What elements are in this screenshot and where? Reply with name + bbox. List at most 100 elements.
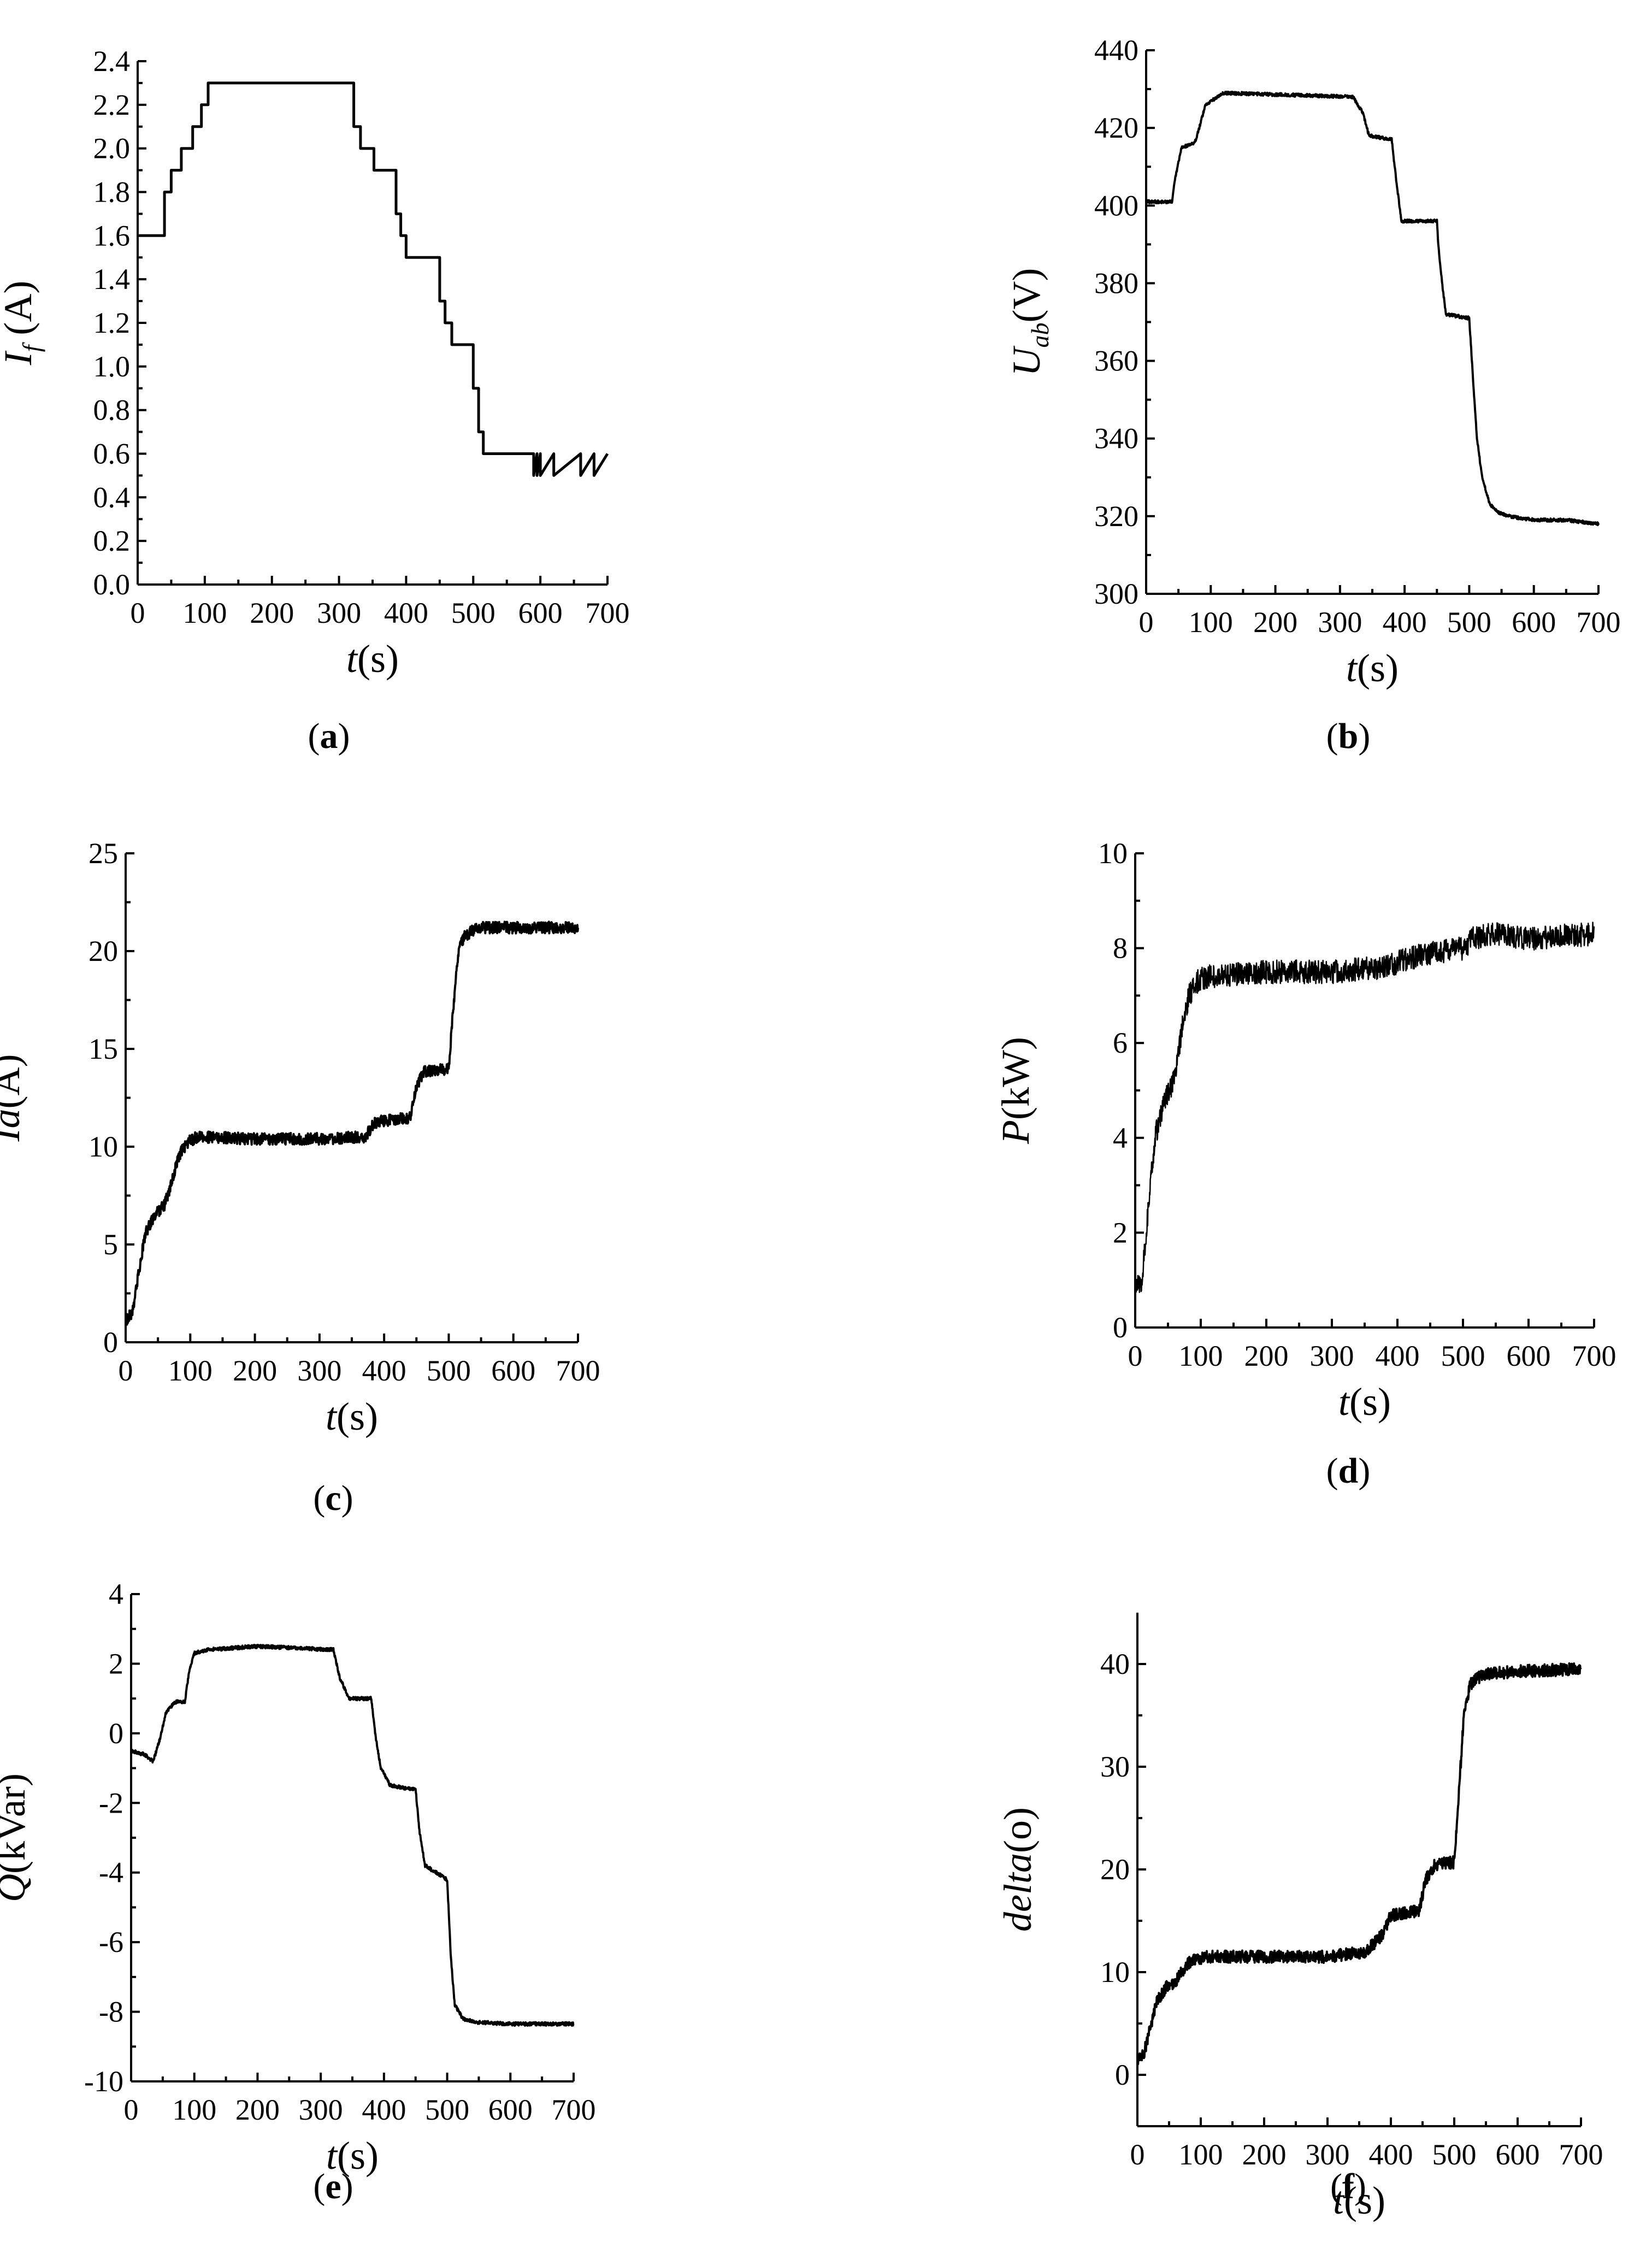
x-tick-label: 700 [1577,606,1621,639]
x-tick-label: 100 [182,597,227,629]
caption-c-letter: c [325,1478,341,1518]
x-tick-label: 100 [172,2093,216,2126]
x-axis-label: t(s) [1338,1380,1391,1424]
y-tick-label: 440 [1094,34,1138,67]
x-tick-label: 0 [131,597,145,629]
x-tick-label: 700 [1559,2138,1603,2171]
y-tick-label: 380 [1094,267,1138,299]
y-tick-label: 15 [88,1032,118,1065]
x-tick-label: 0 [1128,1340,1143,1372]
y-tick-label: 2.4 [93,45,131,78]
y-tick-label: 420 [1094,111,1138,144]
y-axis-label: Uab(V) [1005,268,1054,376]
x-axis-label: t(s) [1346,646,1399,690]
chart-c: 0 5 10 15 20 25 0 100 200 300 400 500 600 700 t(s) Ia(A… [0,837,600,1438]
x-tick-label: 100 [168,1354,213,1387]
x-tick-label: 100 [1179,2138,1223,2171]
y-tick-label: 20 [88,935,118,967]
y-tick-label: -10 [84,2065,123,2098]
x-tick-label: 500 [427,1354,471,1387]
y-tick-label: -6 [99,1926,123,1958]
x-tick-label: 200 [1242,2138,1287,2171]
y-tick-label: 300 [1094,577,1138,610]
y-tick-label: 1.6 [93,219,131,252]
caption-e-letter: e [325,2167,341,2206]
x-tick-label: 400 [362,1354,406,1387]
x-tick-label: 700 [556,1354,600,1387]
panel-e: -10 -8 -6 -4 -2 0 2 4 0 100 200 300 400 500 600 700 t(s)… [0,1546,826,2242]
y-axis-label: Ia(A) [0,1054,28,1142]
caption-b-letter: b [1338,716,1359,756]
y-tick-label: 0 [103,1326,118,1359]
x-tick-label: 400 [362,2093,406,2126]
x-tick-label: 300 [297,1354,341,1387]
caption-f: (f) [1330,2167,1366,2206]
x-axis-label: t(s) [326,2134,379,2178]
x-axis-label: t(s) [1333,2179,1385,2222]
y-tick-label: 360 [1094,345,1138,377]
x-tick-label: 600 [518,597,563,629]
y-tick-label: 20 [1100,1853,1130,1886]
caption-d-letter: d [1338,1451,1359,1491]
caption-c: (c) [313,1478,353,1518]
series-line [1136,1662,1582,2066]
x-tick-label: 400 [1376,1340,1420,1372]
y-tick-label: 0 [1113,1311,1128,1344]
caption-e: (e) [313,2167,353,2206]
y-tick-label: 10 [1098,837,1128,870]
y-tick-label: 2 [1113,1216,1128,1249]
y-tick-label: 4 [109,1578,123,1610]
y-tick-label: 25 [88,837,118,870]
x-tick-label: 600 [1507,1340,1551,1372]
x-tick-label: 200 [250,597,294,629]
y-tick-label: 0.4 [93,481,131,514]
x-tick-label: 700 [586,597,630,629]
panel-b: 300 320 340 360 380 400 420 440 0 100 200 300 400 500… [826,0,1652,792]
x-tick-label: 100 [1179,1340,1223,1372]
x-tick-label: 700 [1572,1340,1616,1372]
series-line [138,81,609,477]
panel-d: 0 2 4 6 8 10 0 100 200 300 400 500 600 700 t(s) P(kW) [826,792,1652,1546]
y-tick-label: 340 [1094,422,1138,455]
y-tick-label: 1.2 [93,306,131,339]
y-axis-label: P(kW) [994,1037,1037,1144]
x-tick-label: 600 [488,2093,533,2126]
y-axis-label: If (A) [0,281,45,366]
chart-a: 0.0 0.2 0.4 0.6 0.8 1.0 1.2 1.4 1.6 1.8 2.0 2.2 2.4 0… [0,45,630,681]
x-tick-label: 600 [491,1354,535,1387]
chart-e: -10 -8 -6 -4 -2 0 2 4 0 100 200 300 400 500 600 700 t(s)… [0,1578,596,2178]
chart-b: 300 320 340 360 380 400 420 440 0 100 200 300 400 500… [1005,34,1621,690]
x-tick-label: 500 [1441,1340,1485,1372]
x-tick-label: 500 [425,2093,469,2126]
y-tick-label: 1.4 [93,263,131,296]
x-tick-label: 500 [451,597,495,629]
y-tick-label: 40 [1100,1648,1130,1680]
y-tick-label: 0 [109,1717,123,1750]
x-tick-label: 300 [1306,2138,1350,2171]
x-tick-label: 200 [1253,606,1297,639]
y-tick-label: 5 [103,1228,118,1261]
y-tick-label: 6 [1113,1026,1128,1059]
series-line [1134,922,1595,1299]
y-tick-label: 400 [1094,189,1138,222]
x-tick-label: 0 [124,2093,139,2126]
x-tick-label: 500 [1447,606,1491,639]
y-tick-label: 10 [88,1130,118,1163]
y-tick-label: 0.2 [93,524,131,557]
x-tick-label: 200 [1244,1340,1289,1372]
x-tick-label: 400 [1369,2138,1413,2171]
y-tick-label: 30 [1100,1750,1130,1783]
x-tick-label: 700 [552,2093,596,2126]
y-tick-label: -4 [99,1856,123,1889]
y-tick-label: 4 [1113,1122,1128,1154]
x-tick-label: 200 [233,1354,277,1387]
x-tick-label: 0 [119,1354,133,1387]
x-axis-label: t(s) [326,1395,378,1438]
y-tick-label: 1.0 [93,350,131,383]
x-tick-label: 300 [299,2093,343,2126]
y-tick-label: 2.0 [93,132,131,165]
y-tick-label: 8 [1113,932,1128,965]
caption-a-letter: a [320,716,338,756]
